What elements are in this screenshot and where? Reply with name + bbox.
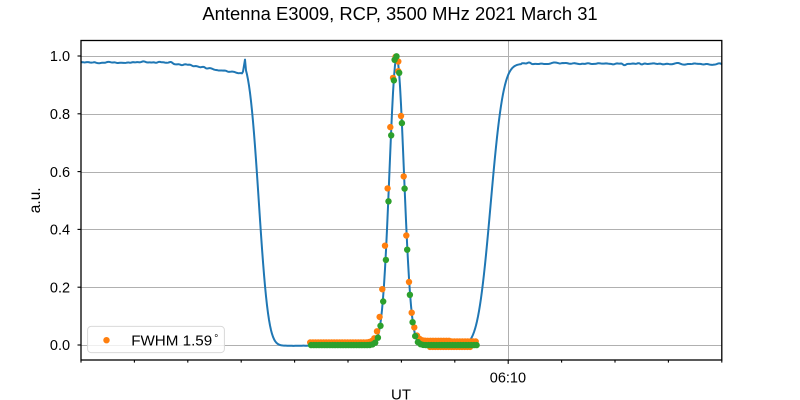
svg-text:0.2: 0.2 <box>50 280 70 296</box>
svg-text:0.0: 0.0 <box>50 338 70 354</box>
svg-text:FWHM 1.59°: FWHM 1.59 ° <box>131 332 218 349</box>
svg-text:0.8: 0.8 <box>50 107 70 123</box>
svg-text:UT: UT <box>391 387 411 400</box>
svg-text:a.u.: a.u. <box>27 187 44 213</box>
svg-text:Antenna E3009, RCP, 3500 MHz 2: Antenna E3009, RCP, 3500 MHz 2021 March … <box>202 3 597 24</box>
svg-text:06:10: 06:10 <box>490 371 526 387</box>
svg-text:1.0: 1.0 <box>50 49 70 65</box>
svg-text:0.4: 0.4 <box>50 223 70 239</box>
svg-text:0.6: 0.6 <box>50 165 70 181</box>
